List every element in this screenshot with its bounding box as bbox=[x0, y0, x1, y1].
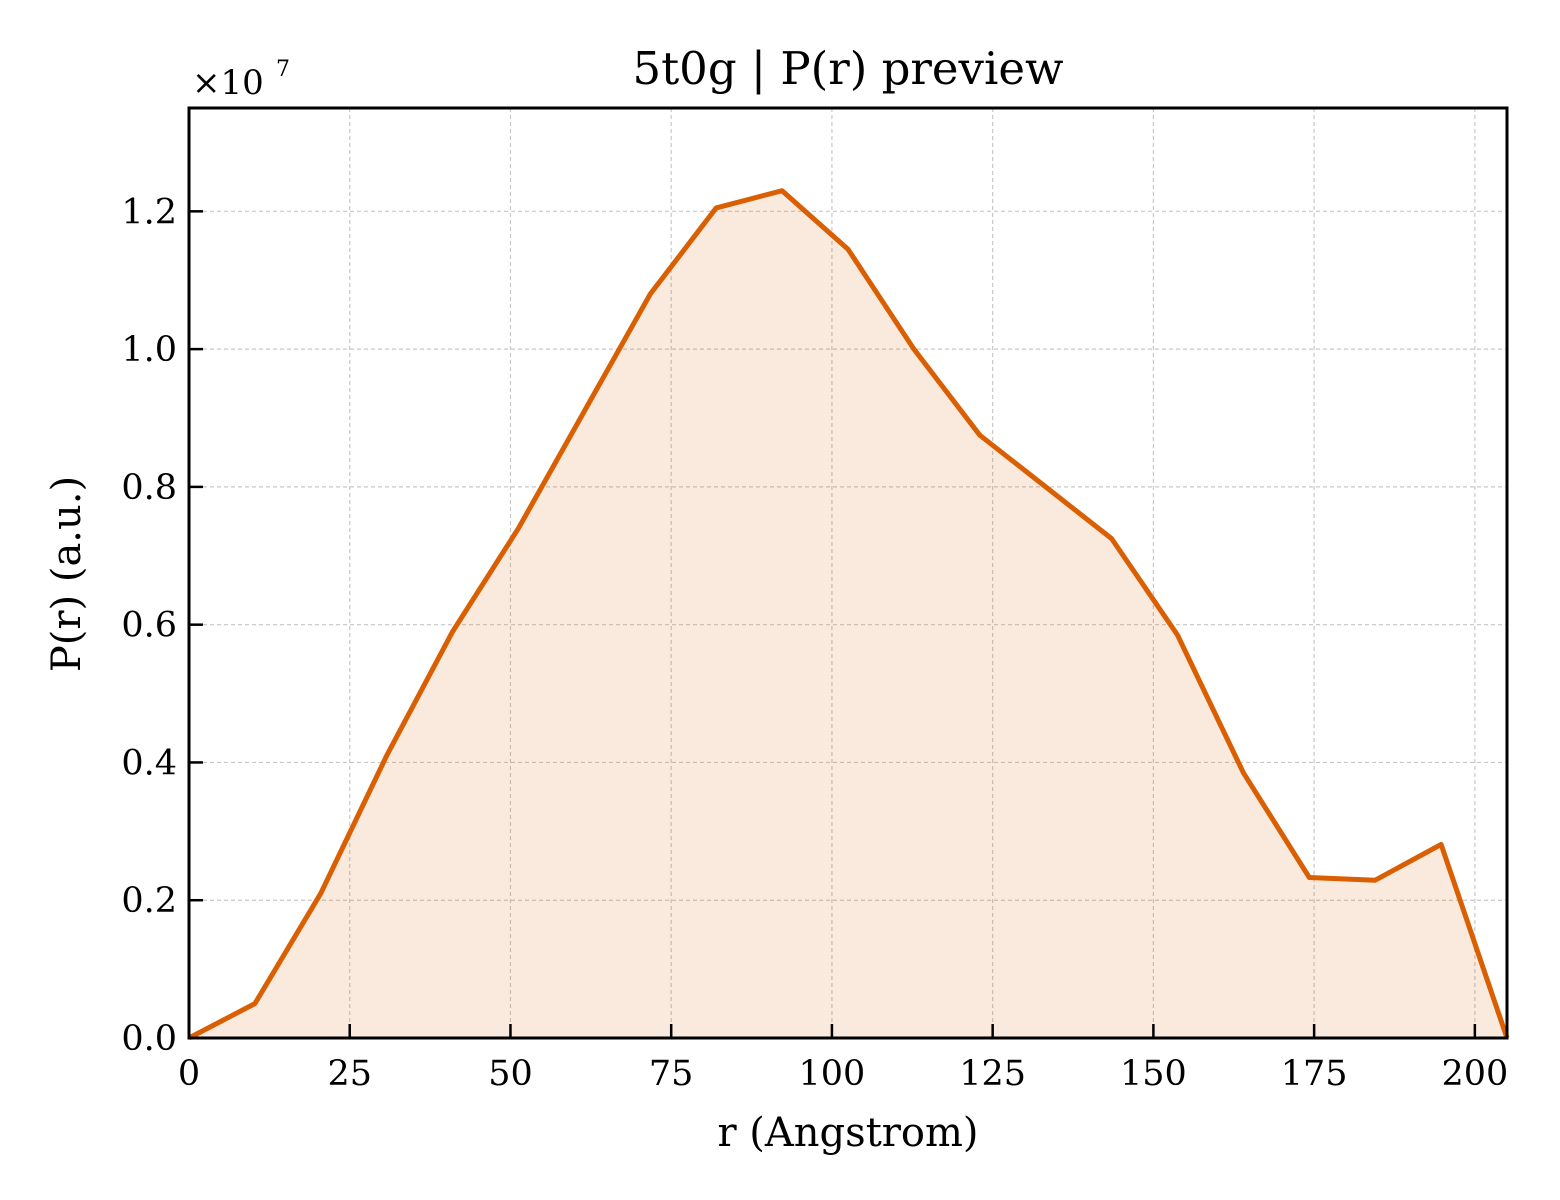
data-point bbox=[1375, 880, 1376, 881]
x-tick-label: 75 bbox=[649, 1054, 694, 1094]
data-point bbox=[650, 294, 651, 295]
x-tick-label: 125 bbox=[959, 1054, 1026, 1094]
y-offset-base: ×10 bbox=[192, 63, 264, 103]
data-point bbox=[848, 249, 849, 250]
x-tick-label: 175 bbox=[1281, 1054, 1348, 1094]
plot-frame bbox=[187, 106, 1509, 1040]
x-tick-label: 25 bbox=[327, 1054, 372, 1094]
data-point bbox=[1441, 844, 1442, 845]
data-point bbox=[1507, 1038, 1508, 1039]
y-tick-label: 1.0 bbox=[121, 330, 177, 370]
x-tick-label: 50 bbox=[488, 1054, 533, 1094]
y-offset-label: ×10 7 bbox=[192, 57, 290, 103]
data-point bbox=[1309, 877, 1310, 878]
data-point bbox=[189, 1038, 190, 1039]
x-tick-label: 150 bbox=[1120, 1054, 1187, 1094]
y-tick-label: 0.6 bbox=[121, 606, 177, 646]
data-point bbox=[1045, 486, 1046, 487]
data-point bbox=[254, 1003, 255, 1004]
x-tick-label: 0 bbox=[178, 1054, 200, 1094]
y-offset-exponent: 7 bbox=[276, 57, 290, 82]
y-tick-label: 0.4 bbox=[121, 743, 177, 783]
y-tick-label: 0.2 bbox=[121, 881, 177, 921]
series-line bbox=[187, 188, 1510, 1041]
y-tick-label: 1.2 bbox=[121, 192, 177, 232]
data-point bbox=[386, 755, 387, 756]
data-point bbox=[1111, 538, 1112, 539]
y-tick-label: 0.8 bbox=[121, 468, 177, 508]
x-tick-label: 200 bbox=[1441, 1054, 1508, 1094]
data-point bbox=[979, 435, 980, 436]
y-axis-label: P(r) (a.u.) bbox=[44, 476, 90, 672]
y-tick-label: 0.0 bbox=[121, 1019, 177, 1059]
chart-title: 5t0g | P(r) preview bbox=[632, 42, 1063, 95]
data-point bbox=[913, 349, 914, 350]
data-point bbox=[716, 207, 717, 208]
x-tick-label: 100 bbox=[799, 1054, 866, 1094]
data-point bbox=[452, 631, 453, 632]
x-axis-label: r (Angstrom) bbox=[717, 1110, 978, 1156]
data-point bbox=[782, 190, 783, 191]
axis-ticks: 0 25 50 75 100 125 150 175 200 0.0 0.2 0.4 0.6 0.8 1.0… bbox=[121, 192, 1508, 1094]
data-point bbox=[518, 528, 519, 529]
data-point bbox=[320, 893, 321, 894]
data-point bbox=[584, 411, 585, 412]
data-point bbox=[1177, 635, 1178, 636]
series-area-fill bbox=[189, 190, 1507, 1038]
data-point bbox=[1243, 772, 1244, 773]
